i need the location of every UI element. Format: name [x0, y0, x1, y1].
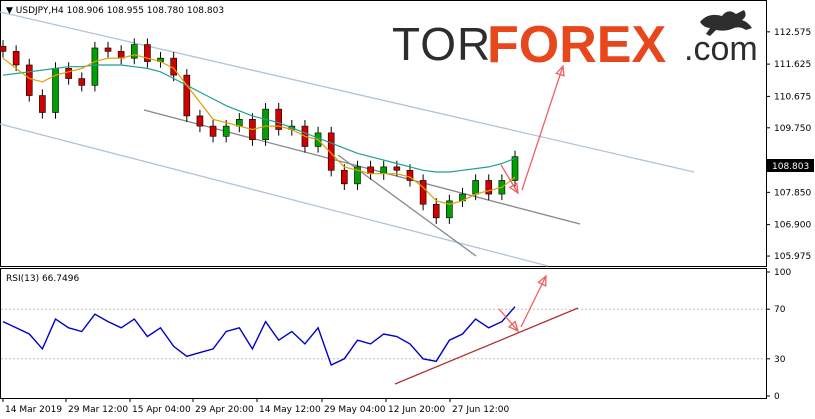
rsi-levels: [1, 308, 766, 360]
candle: [144, 38, 151, 68]
price-tag: 108.803: [772, 162, 809, 172]
rsi-tick-label: 0: [774, 392, 780, 402]
arrow-down: [500, 164, 519, 195]
time-tick-label: 12 Jun 20:00: [388, 405, 445, 415]
candle: [406, 164, 414, 187]
arrow-up: [521, 64, 565, 191]
brand-logo: TOR FOREX .com: [392, 10, 758, 74]
rsi-arrow-up: [520, 274, 547, 328]
rsi-polyline: [2, 306, 516, 366]
ma-fast-line: [2, 54, 516, 205]
main-chart-title: ▼ USDJPY,H4 108.906 108.955 108.780 108.…: [6, 6, 224, 16]
candle: [511, 150, 519, 187]
rsi-trendline: [394, 307, 579, 385]
price-tick-label: 112.575: [774, 28, 811, 38]
candle: [52, 62, 59, 119]
candle: [446, 194, 453, 224]
forecast-arrows: [500, 64, 565, 195]
candle: [209, 119, 217, 143]
price-tick-label: 107.850: [774, 188, 811, 198]
price-tick-label: 105.975: [774, 252, 811, 262]
price-tick-label: 109.750: [774, 124, 811, 134]
candle: [130, 38, 138, 65]
channel-line-2: [143, 109, 581, 225]
rsi-line: [2, 306, 516, 366]
ma-slow-line: [2, 64, 516, 173]
candle: [432, 198, 440, 224]
candle: [275, 103, 282, 136]
channel-lines: [0, 11, 695, 267]
candle: [65, 62, 72, 85]
main-chart-frame: [0, 0, 767, 267]
time-axis: 14 Mar 2019 29 Mar 12:00 15 Apr 04:00 29 Ap…: [2, 398, 509, 415]
rsi-arrow-down: [498, 308, 520, 333]
rsi-axis: 100 70 30 0: [766, 268, 791, 402]
time-tick-label: 27 Jun 12:00: [452, 405, 509, 415]
time-tick-label: 29 May 04:00: [324, 405, 386, 415]
price-tick-label: 106.900: [774, 221, 811, 231]
candle: [262, 103, 269, 146]
rsi-tick-label: 70: [774, 305, 786, 315]
candle: [196, 109, 204, 133]
time-tick-label: 29 Apr 20:00: [195, 405, 254, 415]
rsi-annotations: [394, 274, 579, 385]
time-tick-label: 14 May 12:00: [259, 405, 321, 415]
brand-com: .com: [684, 30, 758, 68]
price-axis: 112.575 111.625 110.675 109.750 107.850 106.9…: [766, 28, 811, 262]
collapse-triangle-icon: ▼: [6, 6, 16, 16]
candle: [25, 58, 33, 102]
time-tick-label: 29 Mar 12:00: [68, 405, 128, 415]
candle: [419, 174, 427, 211]
candle: [91, 41, 99, 92]
candle: [39, 89, 46, 119]
channel-line-0: [0, 11, 695, 173]
candle: [12, 45, 20, 72]
candle: [341, 164, 348, 190]
candle: [78, 72, 86, 92]
price-tag-box: [767, 159, 814, 172]
candle: [183, 69, 191, 123]
channel-line-3: [337, 154, 477, 257]
main-chart-title-text: USDJPY,H4 108.906 108.955 108.780 108.80…: [16, 6, 224, 16]
time-tick-label: 15 Apr 04:00: [132, 405, 191, 415]
candle: [0, 40, 7, 58]
price-tick-label: 110.675: [774, 92, 811, 102]
rsi-tick-label: 100: [774, 268, 791, 278]
brand-forex: FOREX: [487, 16, 666, 74]
time-tick-label: 14 Mar 2019: [5, 405, 62, 415]
candle: [222, 119, 230, 143]
candle: [354, 160, 361, 190]
rsi-title: RSI(13) 66.7496: [6, 274, 79, 284]
candle: [104, 41, 112, 58]
brand-tor: TOR: [392, 18, 491, 70]
candle: [485, 174, 493, 201]
rsi-tick-label: 30: [774, 355, 786, 365]
price-tick-label: 111.625: [774, 60, 811, 70]
moving-averages: [2, 54, 516, 205]
bull-bear-icon: [700, 10, 752, 36]
candle: [327, 126, 335, 177]
